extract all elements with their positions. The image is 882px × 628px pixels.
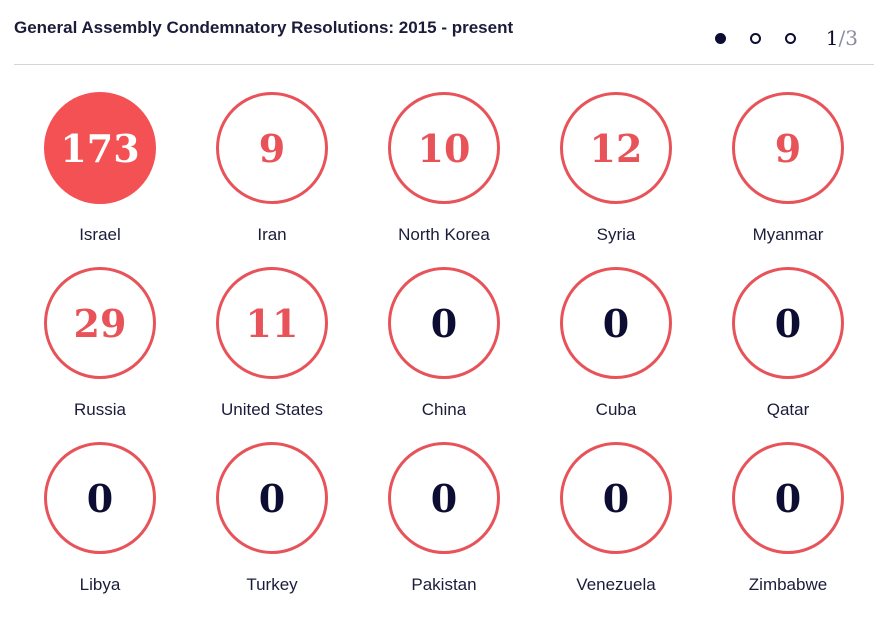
country-cell: 173 Israel — [14, 92, 186, 245]
page-dot-1[interactable] — [714, 32, 726, 44]
country-label: Pakistan — [411, 575, 477, 594]
page-separator: / — [838, 26, 846, 50]
country-label: Russia — [74, 400, 126, 419]
country-cell: 0 Cuba — [530, 267, 702, 420]
resolution-count: 29 — [44, 267, 156, 379]
resolution-count: 0 — [732, 442, 844, 554]
country-cell: 0 Qatar — [702, 267, 874, 420]
country-label: Libya — [79, 575, 121, 594]
resolution-count: 173 — [44, 92, 156, 204]
country-cell: 9 Iran — [186, 92, 358, 245]
page-total: 3 — [845, 26, 858, 50]
country-label: Iran — [257, 225, 287, 244]
page-indicator: 1/3 — [826, 26, 858, 50]
country-label: Zimbabwe — [748, 575, 828, 594]
country-label: Qatar — [766, 400, 810, 419]
resolution-count: 0 — [44, 442, 156, 554]
country-cell: 11 United States — [186, 267, 358, 420]
country-cell: 0 Turkey — [186, 442, 358, 595]
country-label: Venezuela — [576, 575, 656, 594]
chart-header: General Assembly Condemnatory Resolution… — [14, 16, 874, 65]
resolution-count: 0 — [216, 442, 328, 554]
country-cell: 0 Pakistan — [358, 442, 530, 595]
country-label: Cuba — [595, 400, 637, 419]
country-cell: 0 Venezuela — [530, 442, 702, 595]
country-label: Syria — [596, 225, 636, 244]
resolution-count: 9 — [216, 92, 328, 204]
country-label: Israel — [79, 225, 121, 244]
country-label: United States — [220, 400, 324, 419]
resolution-count: 10 — [388, 92, 500, 204]
country-cell: 0 Zimbabwe — [702, 442, 874, 595]
country-cell: 12 Syria — [530, 92, 702, 245]
country-label: Turkey — [246, 575, 298, 594]
resolution-count: 0 — [560, 267, 672, 379]
pagination: 1/3 — [714, 26, 858, 50]
chart-title: General Assembly Condemnatory Resolution… — [14, 18, 514, 37]
resolution-count: 12 — [560, 92, 672, 204]
page-dot-3[interactable] — [784, 32, 796, 44]
resolution-count: 0 — [388, 442, 500, 554]
resolution-count: 0 — [732, 267, 844, 379]
page-dot-2[interactable] — [749, 32, 761, 44]
resolution-count: 0 — [388, 267, 500, 379]
resolution-count: 9 — [732, 92, 844, 204]
country-label: Myanmar — [752, 225, 824, 244]
country-cell: 0 Libya — [14, 442, 186, 595]
country-cell: 29 Russia — [14, 267, 186, 420]
country-cell: 10 North Korea — [358, 92, 530, 245]
resolution-count: 11 — [216, 267, 328, 379]
country-label: China — [421, 400, 467, 419]
country-label: North Korea — [398, 225, 490, 244]
page-current: 1 — [825, 26, 839, 50]
resolution-count: 0 — [560, 442, 672, 554]
country-cell: 9 Myanmar — [702, 92, 874, 245]
country-cell: 0 China — [358, 267, 530, 420]
